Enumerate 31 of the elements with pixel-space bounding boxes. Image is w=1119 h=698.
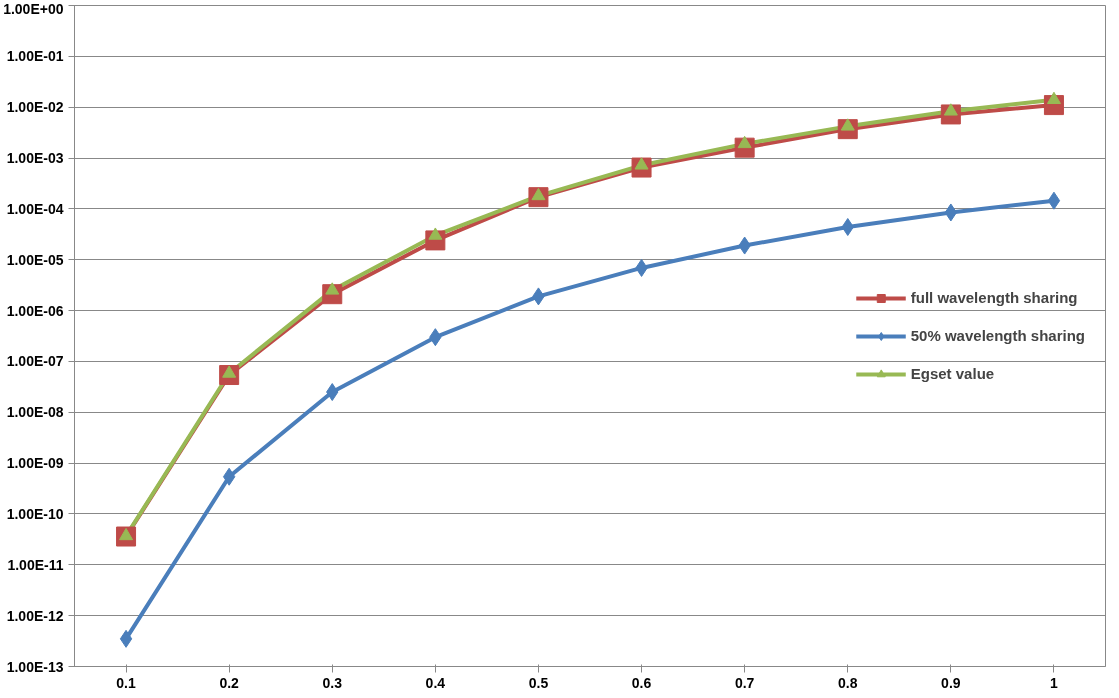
y-tick-label: 1.00E-01 <box>6 48 64 65</box>
x-tick-label: 0.1 <box>116 674 136 691</box>
y-tick-label: 1.00E-08 <box>6 404 64 421</box>
x-tick-label: 0.4 <box>425 674 446 691</box>
x-tick-label: 0.2 <box>219 674 240 691</box>
x-tick-label: 0.3 <box>322 674 343 691</box>
y-tick-label: 1.00E-03 <box>6 150 64 167</box>
point <box>944 203 958 222</box>
x-tick-label: 0.9 <box>941 674 961 691</box>
point <box>1047 191 1061 210</box>
y-tick-label: 1.00E-11 <box>7 556 64 573</box>
y-tick-label: 1.00E-05 <box>6 251 64 268</box>
y-tick-label: 1.00E-02 <box>6 99 64 116</box>
x-tick-label: 0.5 <box>528 674 549 691</box>
x-tick-label: 0.7 <box>734 674 755 691</box>
y-tick-label: 1.00E-10 <box>6 505 64 522</box>
y-tick-label: 1.00E-04 <box>6 200 64 217</box>
y-tick-label: 1.00E-07 <box>6 353 64 370</box>
y-tick-label: 1.00E-12 <box>6 607 64 624</box>
x-tick-label: 0.8 <box>838 674 858 691</box>
y-tick-label: 1.00E-13 <box>6 658 64 675</box>
y-tick-label: 1.00E-09 <box>6 455 64 472</box>
point <box>119 629 133 648</box>
x-tick-label: 0.6 <box>631 674 652 691</box>
legend-label: Egset value <box>910 365 995 382</box>
y-tick-label: 1.00E-06 <box>6 302 64 319</box>
point <box>222 467 236 486</box>
y-tick-label: 1.00E+00 <box>3 0 64 17</box>
legend-label: full wavelength sharing <box>910 289 1078 306</box>
x-tick-label: 1 <box>1050 674 1059 691</box>
legend-label: 50% wavelength sharing <box>910 327 1085 344</box>
